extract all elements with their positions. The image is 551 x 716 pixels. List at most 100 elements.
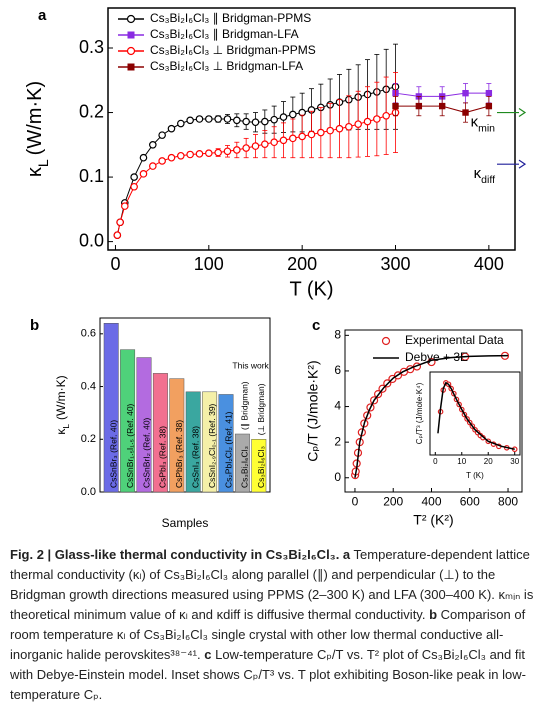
marker <box>289 110 297 119</box>
marker <box>335 124 344 133</box>
y-axis-label-subscript: L <box>35 159 51 167</box>
plot-frame <box>107 7 516 251</box>
y-tick-label: 0.6 <box>81 328 96 340</box>
marker <box>251 142 260 150</box>
x-tick-label: 400 <box>474 254 504 274</box>
caption-text: b <box>429 607 438 622</box>
x-tick-label: 30 <box>510 457 519 466</box>
marker <box>127 63 135 71</box>
bar-label: Cs₂PbI₂Cl₂ (Ref. 41) <box>223 411 233 488</box>
marker <box>113 231 122 239</box>
marker <box>270 138 278 147</box>
y-axis-label-symbol: κ <box>54 428 68 435</box>
bar-label: Cs₃Bi₂I₆Cl₃ <box>240 446 250 488</box>
marker <box>373 115 381 123</box>
y-tick-label: 2 <box>334 434 341 448</box>
marker <box>233 146 241 154</box>
marker <box>251 118 260 127</box>
y-tick-label: 4 <box>334 399 341 413</box>
legend-label: Cs₃Bi₂I₆Cl₃ ∥ Bridgman-PPMS <box>150 11 311 25</box>
panel-label: b <box>30 317 39 334</box>
marker <box>438 102 446 110</box>
caption: Fig. 2 | Glass-like thermal conductivity… <box>10 545 542 705</box>
annotation: This work <box>232 360 269 370</box>
bar <box>251 439 267 493</box>
marker <box>261 117 269 126</box>
caption-text: Fig. 2 | Glass-like thermal conductivity… <box>10 547 351 562</box>
y-axis-label-symbol: κ <box>24 166 46 177</box>
marker <box>121 202 129 210</box>
bar <box>218 394 234 493</box>
annotation-label: κdiff <box>474 165 495 186</box>
marker <box>167 124 176 133</box>
y-tick-label: 0.2 <box>79 101 104 121</box>
plot-frame <box>344 329 523 493</box>
series-line <box>116 112 396 236</box>
marker <box>298 132 306 141</box>
bar-label: CsSnBr₁.₅I₁.₅ (Ref. 40) <box>125 403 135 488</box>
y-tick-label: 0.4 <box>81 380 96 392</box>
marker <box>116 218 124 227</box>
bar <box>185 391 201 493</box>
marker <box>158 131 166 139</box>
x-axis-label: Samples <box>162 516 209 530</box>
bar <box>202 391 218 493</box>
legend-label: Experimental Data <box>405 333 504 347</box>
y-tick-label: 0.1 <box>79 166 104 186</box>
marker <box>214 115 222 123</box>
bar-note: (⊥ Bridgman) <box>256 383 266 435</box>
marker <box>214 148 222 157</box>
plot-frame <box>99 317 271 493</box>
bar <box>234 433 250 493</box>
y-tick-label: 0.2 <box>81 433 96 445</box>
marker <box>279 136 288 145</box>
marker <box>186 150 194 159</box>
marker <box>345 122 353 131</box>
marker <box>270 115 278 124</box>
bar-note: (∥ Bridgman) <box>240 381 250 430</box>
bar <box>103 323 119 493</box>
marker <box>127 31 135 39</box>
caption-text: c <box>204 647 212 662</box>
bar-label: CsPbBr₃ (Ref. 38) <box>174 420 184 488</box>
bar-label: CsSnBr₃ (Ref. 40) <box>108 420 118 488</box>
caption-text: Low-temperature Cₚ/T vs. T² plot of Cs₃B… <box>10 647 526 702</box>
marker <box>242 117 250 126</box>
series-line <box>437 381 515 450</box>
marker <box>149 162 157 170</box>
marker <box>261 140 269 148</box>
marker <box>382 111 390 120</box>
marker <box>462 89 469 97</box>
x-tick-label: 100 <box>194 254 224 274</box>
y-tick-label: 6 <box>334 363 341 377</box>
marker <box>462 109 469 116</box>
x-tick-label: 300 <box>380 254 410 274</box>
x-tick-label: 800 <box>498 494 518 508</box>
marker <box>177 151 185 160</box>
x-tick-label: 400 <box>421 494 441 508</box>
x-tick-label: 200 <box>287 254 317 274</box>
bar-label: Cs₃Bi₂I₆Cl₃ <box>256 446 266 488</box>
annotation-arrowhead <box>518 108 527 118</box>
y-axis-label: Cₚ/T (J/mole·K²) <box>305 360 321 461</box>
marker <box>130 173 138 181</box>
y-tick-label: 8 <box>334 328 341 342</box>
marker <box>195 115 204 123</box>
marker <box>126 14 136 24</box>
marker <box>223 115 232 123</box>
figure-panels: aT (K)κL(W/m·K)0.00.10.20.30 100 200 300 400… <box>24 7 527 530</box>
caption-text: Temperature-dependent lattice thermal co… <box>10 547 534 622</box>
marker <box>195 150 204 158</box>
marker <box>177 119 185 128</box>
marker <box>158 157 166 165</box>
x-tick-label: 0 <box>352 494 359 508</box>
y-tick-label: 0 <box>334 470 341 484</box>
marker <box>415 102 423 110</box>
annotation-label-symbol: κ <box>474 165 482 182</box>
legend-label: Cs₃Bi₂I₆Cl₃ ⊥ Bridgman-LFA <box>150 59 303 73</box>
marker <box>139 170 148 178</box>
marker <box>392 102 399 110</box>
plot-frame <box>429 371 521 456</box>
y-tick-label: 0.0 <box>79 230 104 250</box>
